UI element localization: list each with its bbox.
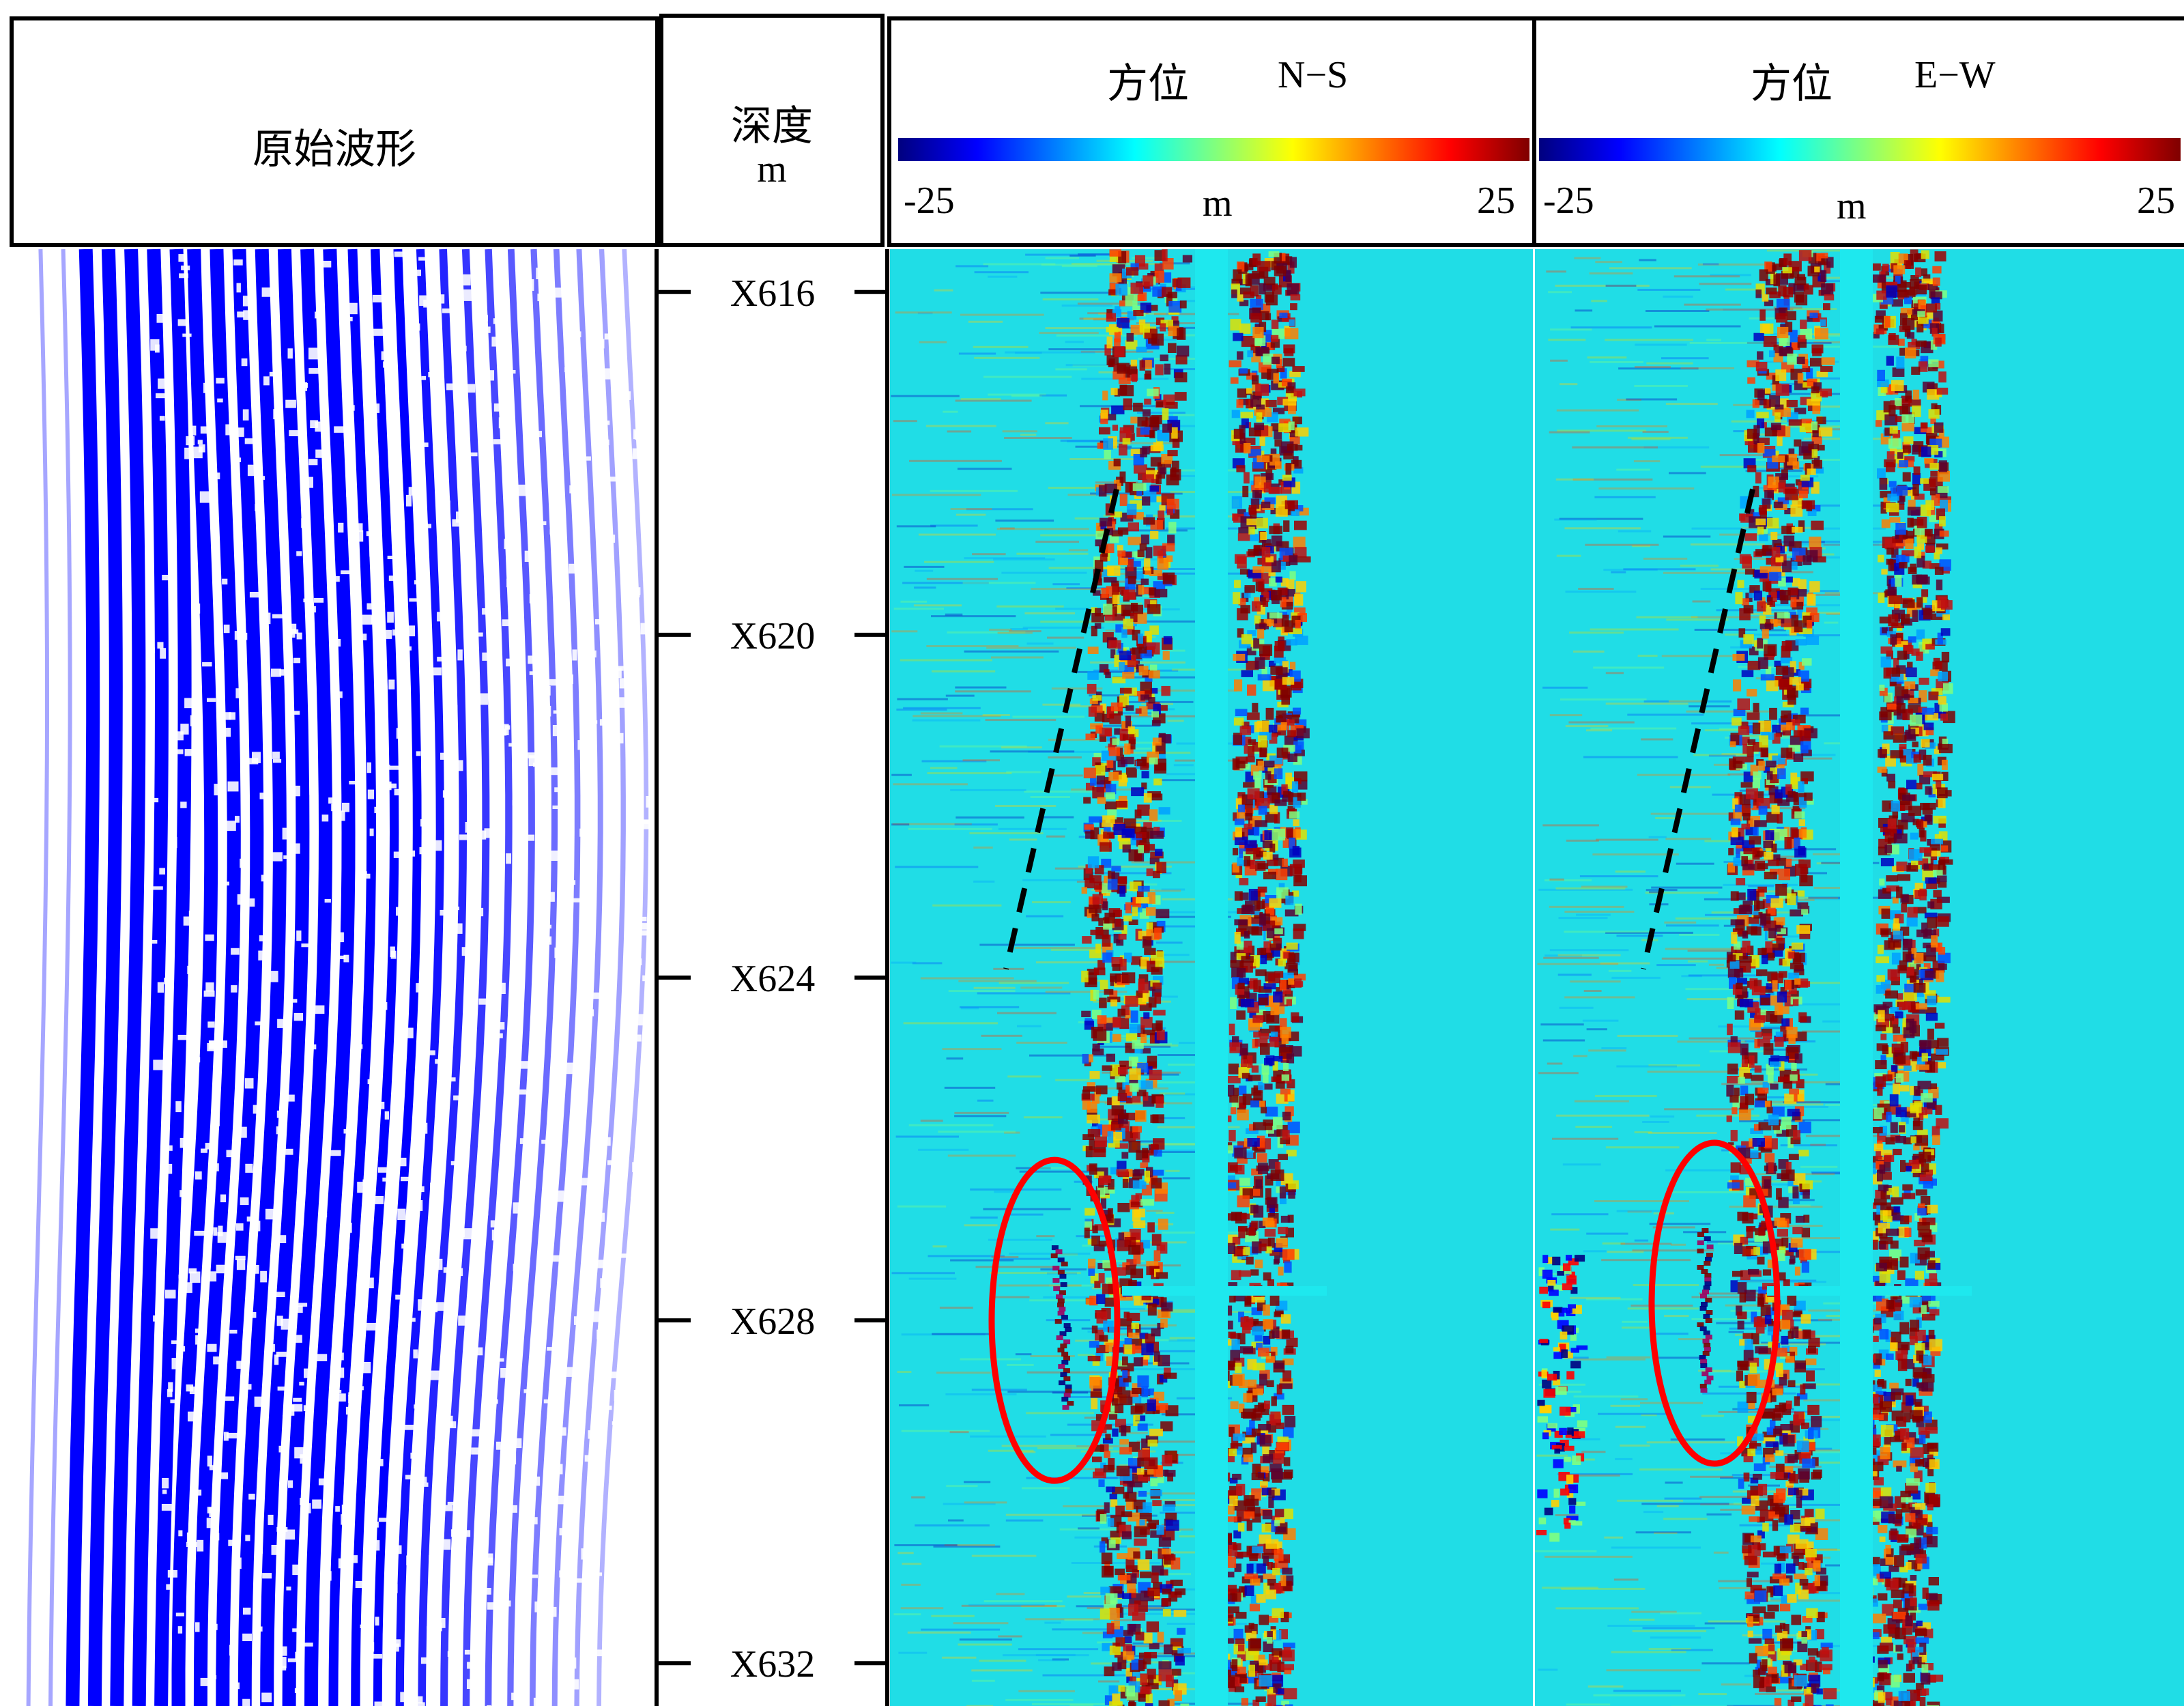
waveform-panel [12,248,663,1706]
ns-azimuth-label: 方位 [1107,60,1189,108]
depth-tick-label: X632 [730,1643,815,1686]
waveform-trace [328,248,377,1706]
ns-header: 方位 N−S -25 m 25 [887,16,1536,247]
waveform-trace [66,248,100,1706]
depth-axis: X616 X620 X624 X628 X632 [655,249,889,1706]
waveform-title: 原始波形 [253,126,416,173]
waveform-trace [48,248,72,1706]
depth-header: 深度 m [659,14,885,247]
dip-trend-dashed-line [1003,488,1119,970]
ns-colorbar [898,138,1529,161]
waveform-trace [193,248,241,1706]
ns-colorbar-max: 25 [1477,180,1515,222]
waveform-trace [440,248,490,1706]
waveform-trace [373,248,422,1706]
waveform-trace [216,248,264,1706]
waveform-trace [154,248,192,1706]
waveform-trace [260,248,310,1706]
ew-colorbar [1539,138,2181,161]
waveform-trace [418,248,468,1706]
ew-colorbar-unit: m [1837,185,1867,227]
depth-title: 深度 [731,102,813,150]
waveform-trace [132,248,169,1706]
waveform-trace [351,248,399,1706]
ew-header: 方位 E−W -25 m 25 [1532,16,2184,247]
waveform-trace [395,248,444,1706]
waveform-trace [304,248,356,1706]
waveform-trace [87,248,123,1706]
ew-colorbar-max: 25 [2137,180,2175,222]
ew-azimuth-label: 方位 [1751,60,1833,108]
fracture-highlight-ellipse [1648,1139,1781,1467]
ew-direction-label: E−W [1914,54,1996,96]
dip-trend-dashed-line [1641,488,1755,970]
depth-tick-label: X624 [730,958,815,1000]
waveform-trace [462,248,513,1706]
depth-unit: m [757,148,787,190]
waveform-trace [507,248,558,1706]
waveform-trace [551,248,603,1706]
ns-colorbar-unit: m [1203,182,1233,225]
waveform-trace [282,248,333,1706]
ew-heatmap [1535,249,2184,1706]
depth-tick-label: X628 [730,1300,815,1343]
ns-direction-label: N−S [1278,54,1349,96]
fracture-highlight-ellipse [988,1156,1121,1484]
depth-tick-label: X616 [730,272,815,315]
waveform-trace [26,248,49,1706]
waveform-trace [110,248,146,1706]
ns-heatmap [890,249,1533,1706]
waveform-trace [530,248,581,1706]
depth-tick-label: X620 [730,615,815,657]
waveform-trace [574,248,626,1706]
ns-colorbar-min: -25 [904,180,955,222]
ew-colorbar-min: -25 [1543,180,1594,222]
waveform-header: 原始波形 [10,16,659,247]
